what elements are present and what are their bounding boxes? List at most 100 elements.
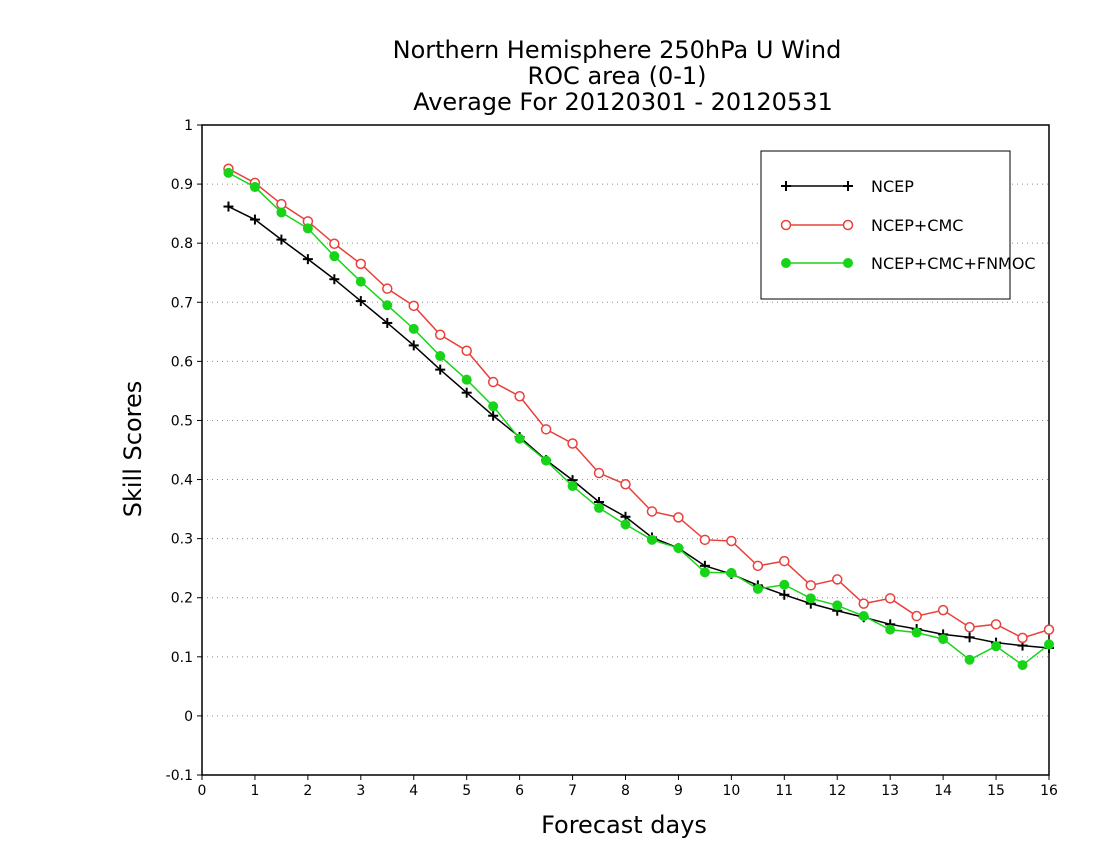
data-point — [911, 610, 922, 622]
data-point — [594, 502, 605, 513]
data-point — [461, 374, 472, 385]
legend-label: NCEP+CMC — [871, 216, 963, 235]
data-point — [832, 574, 843, 585]
y-tick-label: 0.2 — [171, 591, 193, 607]
data-point — [1044, 639, 1054, 650]
data-point — [1017, 632, 1028, 644]
data-point — [779, 579, 790, 590]
data-point — [329, 251, 340, 262]
data-point — [858, 611, 869, 622]
data-point — [752, 583, 763, 594]
x-tick-label: 2 — [303, 783, 312, 799]
data-point — [276, 234, 287, 245]
data-point — [1043, 624, 1055, 635]
x-axis-label: Forecast days — [541, 811, 707, 839]
data-point — [329, 274, 340, 285]
data-point — [726, 535, 737, 547]
legend-item-2: NCEP+CMC — [780, 216, 963, 235]
data-point — [514, 433, 525, 444]
y-tick-label: 0.9 — [171, 177, 193, 193]
y-tick-label: 0.6 — [171, 354, 193, 370]
data-point — [540, 424, 552, 435]
chart-title: Northern Hemisphere 250hPa U Wind ROC ar… — [393, 36, 842, 116]
data-point — [620, 519, 631, 530]
data-point — [329, 238, 340, 250]
data-point — [673, 512, 684, 523]
data-point — [779, 555, 790, 567]
data-point — [514, 390, 525, 402]
x-tick-label: 9 — [674, 783, 683, 799]
data-point — [779, 589, 790, 600]
data-point — [435, 351, 446, 362]
data-point — [805, 593, 816, 604]
x-tick-label: 16 — [1040, 783, 1058, 799]
x-tick-label: 7 — [568, 783, 577, 799]
series — [223, 163, 1055, 671]
y-tick-label: 0.7 — [171, 295, 193, 311]
data-point — [355, 296, 366, 307]
data-point — [302, 223, 313, 234]
x-tick-label: 8 — [621, 783, 630, 799]
legend-marker — [842, 219, 854, 231]
legend-item-1: NCEP — [781, 177, 914, 196]
data-point — [567, 438, 578, 449]
x-tick-label: 13 — [881, 783, 899, 799]
data-point — [858, 598, 869, 609]
legend-label: NCEP+CMC+FNMOC — [871, 254, 1036, 273]
data-point — [964, 654, 975, 665]
data-point — [276, 207, 287, 218]
x-tick-label: 12 — [828, 783, 846, 799]
plot-area-frame — [201, 124, 1050, 776]
data-point — [726, 567, 737, 578]
data-point — [276, 198, 287, 210]
legend: NCEP NCEP+CMC NCEP+CMC+FNMOC — [760, 150, 1036, 300]
x-tick-label: 1 — [250, 783, 259, 799]
x-tick-label: 0 — [198, 783, 207, 799]
legend-marker — [781, 181, 791, 191]
legend-marker — [781, 258, 791, 268]
data-point — [408, 340, 419, 351]
data-point — [355, 276, 366, 287]
data-point — [302, 254, 313, 265]
data-point — [382, 300, 393, 311]
data-point — [382, 283, 393, 294]
y-tick-label: 0.4 — [171, 473, 193, 489]
data-point — [832, 600, 843, 611]
x-tick-label: 4 — [409, 783, 418, 799]
axes: -0.100.10.20.30.40.50.60.70.80.910 1 2 3 4 5 6… — [166, 118, 1058, 799]
data-point — [593, 467, 605, 479]
data-point — [884, 593, 896, 604]
data-point — [223, 167, 234, 178]
data-point — [990, 619, 1002, 630]
data-point — [937, 604, 949, 616]
data-point — [885, 624, 896, 635]
y-tick-label: -0.1 — [166, 768, 193, 784]
data-point — [488, 401, 499, 412]
data-point — [673, 543, 684, 554]
x-tick-label: 6 — [515, 783, 524, 799]
y-axis-label: Skill Scores — [119, 381, 147, 518]
data-point — [408, 300, 419, 312]
data-point — [541, 455, 552, 466]
data-point — [699, 534, 711, 546]
x-tick-label: 14 — [934, 783, 952, 799]
chart-title-line-3: Average For 20120301 - 20120531 — [413, 88, 833, 116]
data-point — [991, 641, 1002, 652]
x-tick-label: 10 — [722, 783, 740, 799]
data-point — [249, 182, 260, 193]
legend-label: NCEP — [871, 177, 914, 196]
legend-marker — [843, 181, 853, 191]
data-point — [461, 387, 472, 398]
data-point — [487, 376, 499, 388]
x-tick-label: 5 — [462, 783, 471, 799]
data-point — [911, 627, 922, 638]
data-point — [805, 580, 817, 591]
data-point — [752, 560, 764, 572]
data-point — [435, 364, 446, 375]
data-point — [249, 214, 260, 225]
x-tick-label: 3 — [356, 783, 365, 799]
data-point — [1017, 660, 1028, 671]
y-tick-label: 0.1 — [171, 650, 193, 666]
x-tick-label: 15 — [987, 783, 1005, 799]
chart-title-line-2: ROC area (0-1) — [527, 62, 706, 90]
